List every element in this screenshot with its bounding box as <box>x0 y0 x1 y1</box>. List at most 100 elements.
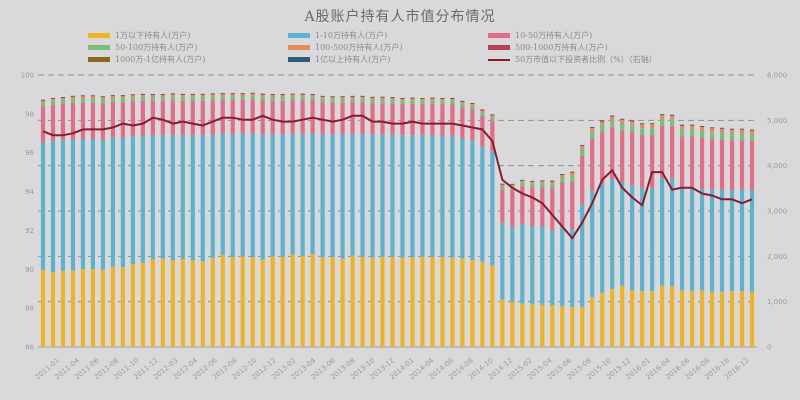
bar-segment <box>40 142 46 270</box>
bar-segment <box>440 257 445 347</box>
bar-segment <box>470 103 475 106</box>
bar-segment <box>250 99 255 134</box>
bar-segment <box>210 93 215 95</box>
bar-segment <box>170 260 175 347</box>
bar-segment <box>510 301 515 347</box>
bar-segment <box>190 100 195 136</box>
bar-segment <box>410 104 415 136</box>
bar-segment <box>210 96 215 101</box>
bar-segment <box>500 189 505 223</box>
bar-segment <box>240 96 245 100</box>
bar-segment <box>60 104 66 141</box>
bar-segment <box>150 94 155 95</box>
bar-segment <box>200 96 205 101</box>
bar-segment <box>320 96 325 99</box>
stacked-bar <box>670 114 675 347</box>
bar-segment <box>260 259 265 347</box>
stacked-bar <box>500 183 505 347</box>
bar-segment <box>739 129 745 134</box>
bar-segment <box>490 265 495 347</box>
bar-segment <box>670 286 675 347</box>
bar-segment <box>410 97 415 99</box>
chart-title: A股账户持有人市值分布情况 <box>304 9 496 25</box>
legend-swatch <box>488 33 510 38</box>
bar-segment <box>729 128 735 130</box>
bar-segment <box>50 97 56 99</box>
bar-segment <box>40 99 46 101</box>
bar-segment <box>330 134 335 257</box>
bar-segment <box>330 102 335 135</box>
bar-segment <box>440 98 445 99</box>
bar-segment <box>680 136 685 189</box>
stacked-bar <box>709 127 715 347</box>
bar-segment <box>470 105 475 110</box>
bar-segment <box>190 96 195 101</box>
bar-segment <box>210 258 215 347</box>
stacked-bar <box>210 93 215 347</box>
bar-segment <box>630 132 635 186</box>
bar-segment <box>550 188 555 231</box>
stacked-bar <box>370 96 375 347</box>
stacked-bar <box>260 93 265 347</box>
bar-segment <box>749 129 755 131</box>
bar-segment <box>480 110 485 113</box>
stacked-bar <box>280 94 285 347</box>
bar-segment <box>560 182 565 228</box>
bar-segment <box>620 182 625 286</box>
bar-segment <box>90 98 96 103</box>
legend-label: 50万市值以下投资者比例（%）（右轴） <box>515 55 657 64</box>
bar-segment <box>550 305 555 347</box>
bar-segment <box>260 94 265 97</box>
bar-segment <box>160 94 165 95</box>
bar-segment <box>280 96 285 101</box>
bar-segment <box>360 102 365 134</box>
bar-segment <box>450 135 455 258</box>
bar-segment <box>610 115 615 117</box>
bar-segment <box>280 94 285 97</box>
stacked-bar <box>360 95 365 347</box>
bar-segment <box>220 96 225 100</box>
bar-segment <box>410 98 415 101</box>
bar-segment <box>520 223 525 304</box>
bar-segment <box>470 109 475 141</box>
bar-segment <box>250 95 255 100</box>
stacked-bar <box>470 103 475 347</box>
stacked-bar <box>110 95 115 347</box>
bar-segment <box>110 98 115 103</box>
bar-segment <box>699 188 705 291</box>
bar-segment <box>480 261 485 347</box>
bar-segment <box>600 132 605 184</box>
bar-segment <box>100 139 106 270</box>
bar-segment <box>200 93 205 95</box>
bar-segment <box>50 140 56 273</box>
bar-segment <box>310 96 315 101</box>
bar-segment <box>660 285 665 347</box>
bar-segment <box>680 125 685 130</box>
bar-segment <box>120 98 125 103</box>
bar-segment <box>380 103 385 135</box>
right-axis-tick: 4,000 <box>767 162 787 170</box>
bar-segment <box>60 97 66 98</box>
bar-segment <box>40 269 46 347</box>
bar-segment <box>380 134 385 257</box>
bar-segment <box>709 138 715 190</box>
bar-segment <box>250 93 255 96</box>
bar-segment <box>650 128 655 135</box>
bar-segment <box>600 183 605 293</box>
bar-segment <box>380 256 385 347</box>
bar-segment <box>410 135 415 258</box>
bar-segment <box>580 155 585 205</box>
bar-segment <box>160 96 165 101</box>
bar-segment <box>460 138 465 259</box>
bar-segment <box>260 96 265 101</box>
bar-segment <box>60 99 66 105</box>
bar-segment <box>150 259 155 347</box>
bar-segment <box>130 94 135 95</box>
legend-swatch <box>88 45 110 50</box>
bar-segment <box>220 254 225 347</box>
bar-segment <box>390 99 395 104</box>
legend-swatch <box>288 45 310 50</box>
bar-segment <box>620 285 625 347</box>
bar-segment <box>600 121 605 126</box>
bar-segment <box>610 120 615 128</box>
